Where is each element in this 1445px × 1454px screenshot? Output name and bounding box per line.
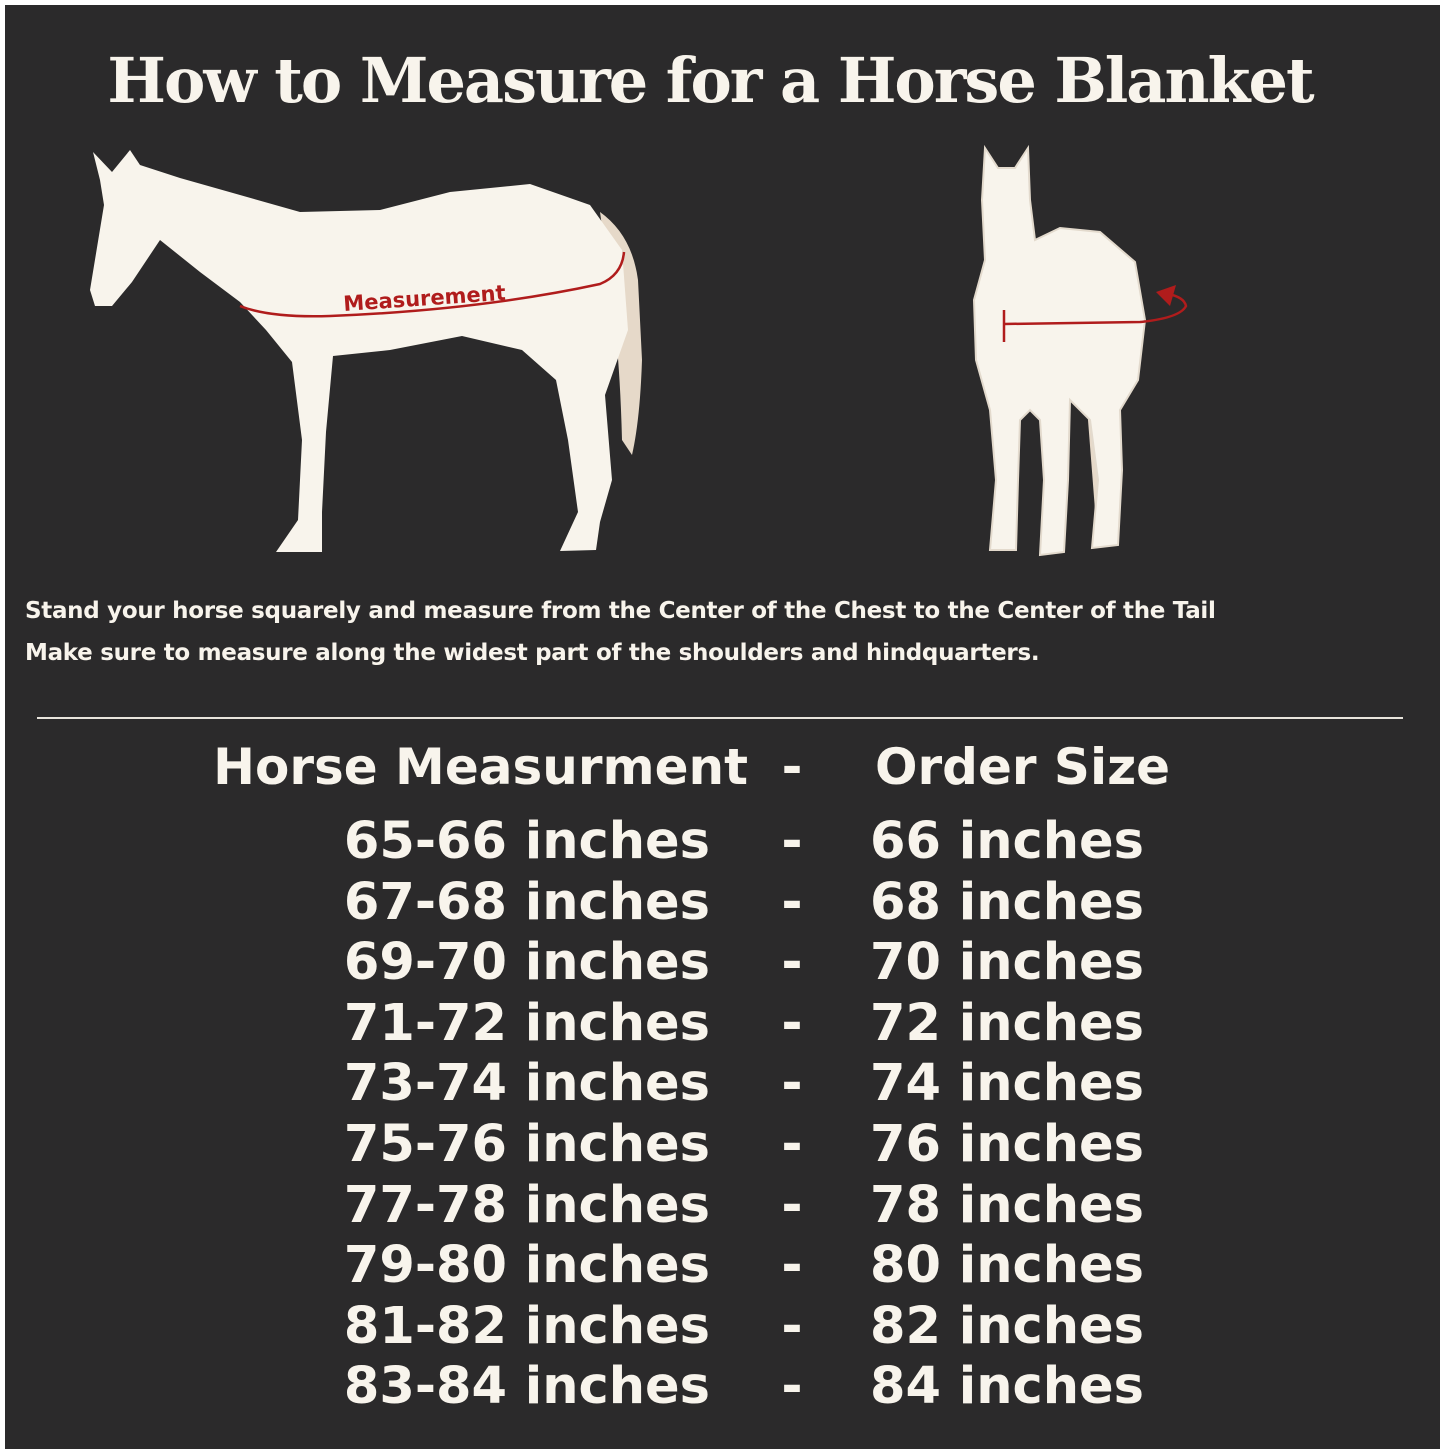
order-size: 68 inches — [870, 872, 1145, 932]
horse-measurement: 77-78 inches — [343, 1175, 710, 1235]
horse-measurement: 69-70 inches — [343, 933, 710, 993]
header-separator: - — [781, 738, 803, 796]
row-separator: - — [781, 1296, 803, 1356]
table-row: 69-70 inches - 70 inches — [0, 933, 1445, 995]
horse-measurement: 75-76 inches — [343, 1115, 710, 1174]
row-separator: - — [781, 1054, 803, 1114]
table-row: 83-84 inches - 84 inches — [0, 1357, 1445, 1419]
header-measurement: Horse Measurment — [213, 738, 748, 796]
row-separator: - — [781, 812, 803, 871]
horse-measurement: 65-66 inches — [343, 812, 710, 871]
table-row: 81-82 inches - 82 inches — [0, 1297, 1445, 1359]
row-separator: - — [781, 1357, 803, 1417]
horse-measurement: 83-84 inches — [343, 1357, 710, 1417]
divider — [37, 717, 1403, 719]
table-row: 67-68 inches - 68 inches — [0, 873, 1445, 935]
horse-measurement: 73-74 inches — [343, 1054, 710, 1114]
table-row: 75-76 inches - 76 inches — [0, 1115, 1445, 1177]
table-row: 79-80 inches - 80 inches — [0, 1236, 1445, 1298]
table-header: Horse Measurment - Order Size — [0, 738, 1445, 800]
order-size: 74 inches — [870, 1054, 1145, 1114]
order-size: 76 inches — [870, 1115, 1145, 1174]
row-separator: - — [781, 872, 803, 932]
header-order-size: Order Size — [875, 738, 1171, 796]
row-separator: - — [781, 933, 803, 993]
horse-measurement: 79-80 inches — [343, 1236, 710, 1296]
order-size: 78 inches — [870, 1175, 1145, 1235]
row-separator: - — [781, 1236, 803, 1296]
horse-measurement: 67-68 inches — [343, 872, 710, 932]
order-size: 84 inches — [870, 1357, 1145, 1417]
order-size: 82 inches — [870, 1296, 1145, 1356]
table-row: 73-74 inches - 74 inches — [0, 1054, 1445, 1116]
page-title: How to Measure for a Horse Blanket — [107, 44, 1314, 117]
row-separator: - — [781, 1115, 803, 1174]
order-size: 66 inches — [870, 812, 1145, 871]
front-horse-body — [972, 144, 1147, 557]
side-view-horse: Measurement — [90, 150, 642, 552]
measurement-line — [239, 251, 626, 318]
horse-measurement: 81-82 inches — [343, 1296, 710, 1356]
horse-measurement: 71-72 inches — [343, 993, 710, 1053]
order-size: 72 inches — [870, 993, 1145, 1053]
table-row: 77-78 inches - 78 inches — [0, 1176, 1445, 1238]
instruction-line-2: Make sure to measure along the widest pa… — [25, 640, 1040, 666]
row-separator: - — [781, 993, 803, 1053]
side-horse-body — [90, 150, 628, 552]
front-measurement-line — [1003, 292, 1188, 326]
order-size: 70 inches — [870, 933, 1145, 993]
row-separator: - — [781, 1175, 803, 1235]
horse-illustrations: Measurement — [90, 144, 1188, 557]
instruction-line-1: Stand your horse squarely and measure fr… — [25, 598, 1216, 624]
order-size: 80 inches — [870, 1236, 1145, 1296]
front-view-horse — [972, 144, 1188, 557]
table-row: 65-66 inches - 66 inches — [0, 812, 1445, 874]
arrow-head-icon — [1156, 285, 1176, 306]
table-row: 71-72 inches - 72 inches — [0, 994, 1445, 1056]
